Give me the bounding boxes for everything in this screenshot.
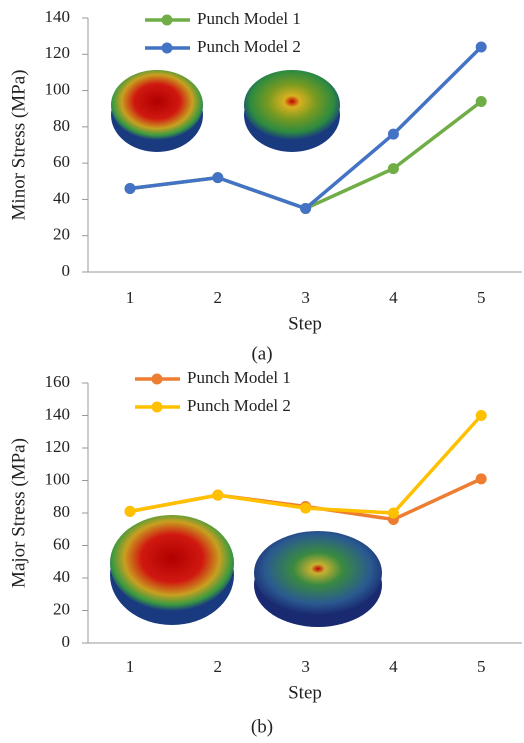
torus-image bbox=[254, 531, 382, 615]
data-point bbox=[476, 410, 487, 421]
legend-marker bbox=[162, 43, 173, 54]
legend-label: Punch Model 2 bbox=[197, 37, 301, 56]
y-axis-title: Minor Stress (MPa) bbox=[8, 70, 29, 221]
y-tick-label: 120 bbox=[45, 437, 71, 456]
x-tick-label: 3 bbox=[301, 657, 310, 676]
y-tick-label: 0 bbox=[62, 261, 71, 280]
y-tick-label: 100 bbox=[45, 79, 71, 98]
x-tick-label: 1 bbox=[126, 657, 135, 676]
legend-label: Punch Model 1 bbox=[197, 9, 301, 28]
torus-image bbox=[110, 515, 234, 611]
x-tick-label: 2 bbox=[214, 657, 223, 676]
y-tick-label: 40 bbox=[53, 567, 70, 586]
data-point bbox=[476, 473, 487, 484]
data-point bbox=[125, 506, 136, 517]
torus-image bbox=[244, 70, 340, 140]
y-tick-label: 40 bbox=[53, 188, 70, 207]
y-axis-title: Major Stress (MPa) bbox=[8, 438, 29, 588]
x-tick-label: 4 bbox=[389, 657, 398, 676]
y-tick-label: 60 bbox=[53, 534, 70, 553]
x-axis-title: Step bbox=[288, 313, 322, 334]
x-tick-label: 1 bbox=[126, 288, 135, 307]
y-tick-label: 0 bbox=[62, 632, 71, 651]
y-tick-label: 20 bbox=[53, 599, 70, 618]
data-point bbox=[476, 42, 487, 53]
data-point bbox=[300, 203, 311, 214]
y-tick-label: 140 bbox=[45, 404, 71, 423]
y-tick-label: 120 bbox=[45, 43, 71, 62]
data-point bbox=[388, 129, 399, 140]
legend-label: Punch Model 1 bbox=[187, 368, 291, 387]
y-tick-label: 100 bbox=[45, 469, 71, 488]
data-point bbox=[388, 163, 399, 174]
y-tick-label: 160 bbox=[45, 372, 71, 391]
data-point bbox=[476, 96, 487, 107]
figure: 02040608010012014012345StepMinor Stress … bbox=[0, 0, 524, 743]
y-tick-label: 60 bbox=[53, 152, 70, 171]
x-tick-label: 3 bbox=[301, 288, 310, 307]
legend-marker bbox=[152, 374, 163, 385]
x-tick-label: 5 bbox=[477, 288, 486, 307]
data-line bbox=[130, 416, 481, 514]
legend-marker bbox=[152, 402, 163, 413]
y-tick-label: 140 bbox=[45, 7, 71, 26]
x-tick-label: 4 bbox=[389, 288, 398, 307]
caption: (a) bbox=[251, 343, 272, 364]
legend-marker bbox=[162, 15, 173, 26]
data-point bbox=[212, 490, 223, 501]
y-tick-label: 20 bbox=[53, 225, 70, 244]
x-tick-label: 5 bbox=[477, 657, 486, 676]
x-axis-title: Step bbox=[288, 682, 322, 703]
caption: (b) bbox=[251, 716, 273, 737]
y-tick-label: 80 bbox=[53, 116, 70, 135]
data-point bbox=[125, 183, 136, 194]
torus-image bbox=[111, 70, 203, 140]
inset-images bbox=[110, 70, 382, 627]
legend-label: Punch Model 2 bbox=[187, 396, 291, 415]
data-point bbox=[212, 172, 223, 183]
y-tick-label: 80 bbox=[53, 502, 70, 521]
data-point bbox=[388, 508, 399, 519]
data-point bbox=[300, 503, 311, 514]
x-tick-label: 2 bbox=[214, 288, 223, 307]
